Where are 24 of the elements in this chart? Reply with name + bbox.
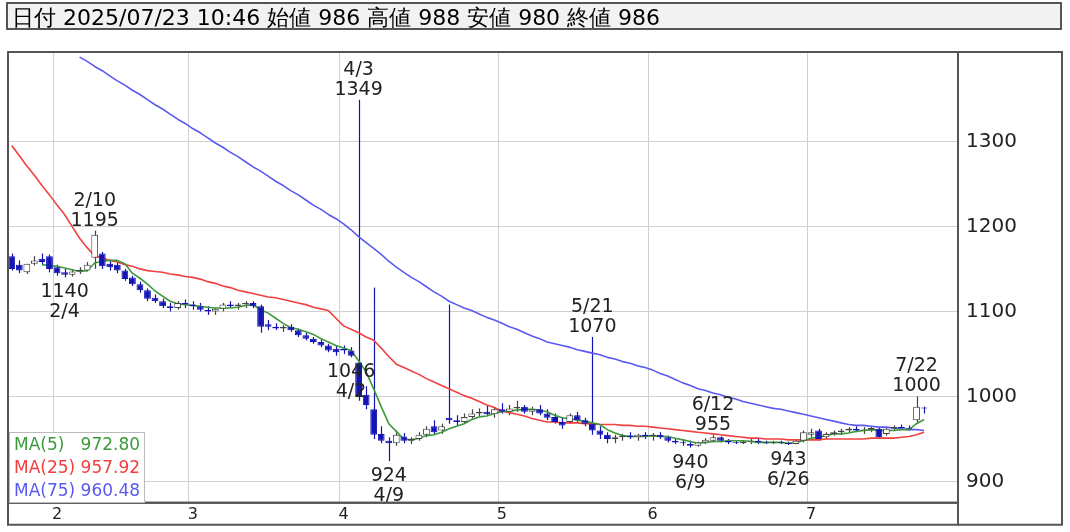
annotation: 924 4/9 — [370, 463, 407, 506]
text: MA(5) 972.80 — [14, 433, 141, 456]
y-tick-label: 1000 — [966, 382, 1017, 407]
y-tick-label: 1200 — [966, 212, 1017, 237]
y-tick-label: 900 — [966, 467, 1005, 492]
annotation: 943 6/26 — [767, 446, 810, 489]
annotation: 5/21 1070 — [568, 293, 617, 336]
x-tick-label: 6 — [647, 503, 658, 523]
annotation: 4/3 1349 — [334, 56, 383, 99]
text: MA(25) 957.92 — [14, 456, 141, 479]
chart-title: 日付 2025/07/23 10:46 始値 986 高値 988 安値 980 終値 986 — [6, 2, 1062, 30]
x-tick-label: 4 — [338, 503, 349, 523]
annotation: 6/12 955 — [691, 391, 735, 434]
text: MA(75) 960.48 — [14, 479, 141, 502]
x-tick-label: 3 — [187, 503, 198, 523]
annotation: 940 6/9 — [672, 449, 709, 492]
y-tick-label: 1300 — [966, 127, 1017, 152]
y-tick-label: 1100 — [966, 297, 1017, 322]
annotation: 1140 2/4 — [40, 279, 89, 322]
annotation: 2/10 1195 — [70, 187, 119, 230]
x-tick-label: 5 — [496, 503, 507, 523]
x-tick-label: 7 — [805, 503, 817, 523]
x-tick-label: 2 — [51, 503, 63, 523]
annotation: 7/22 1000 — [892, 353, 941, 396]
